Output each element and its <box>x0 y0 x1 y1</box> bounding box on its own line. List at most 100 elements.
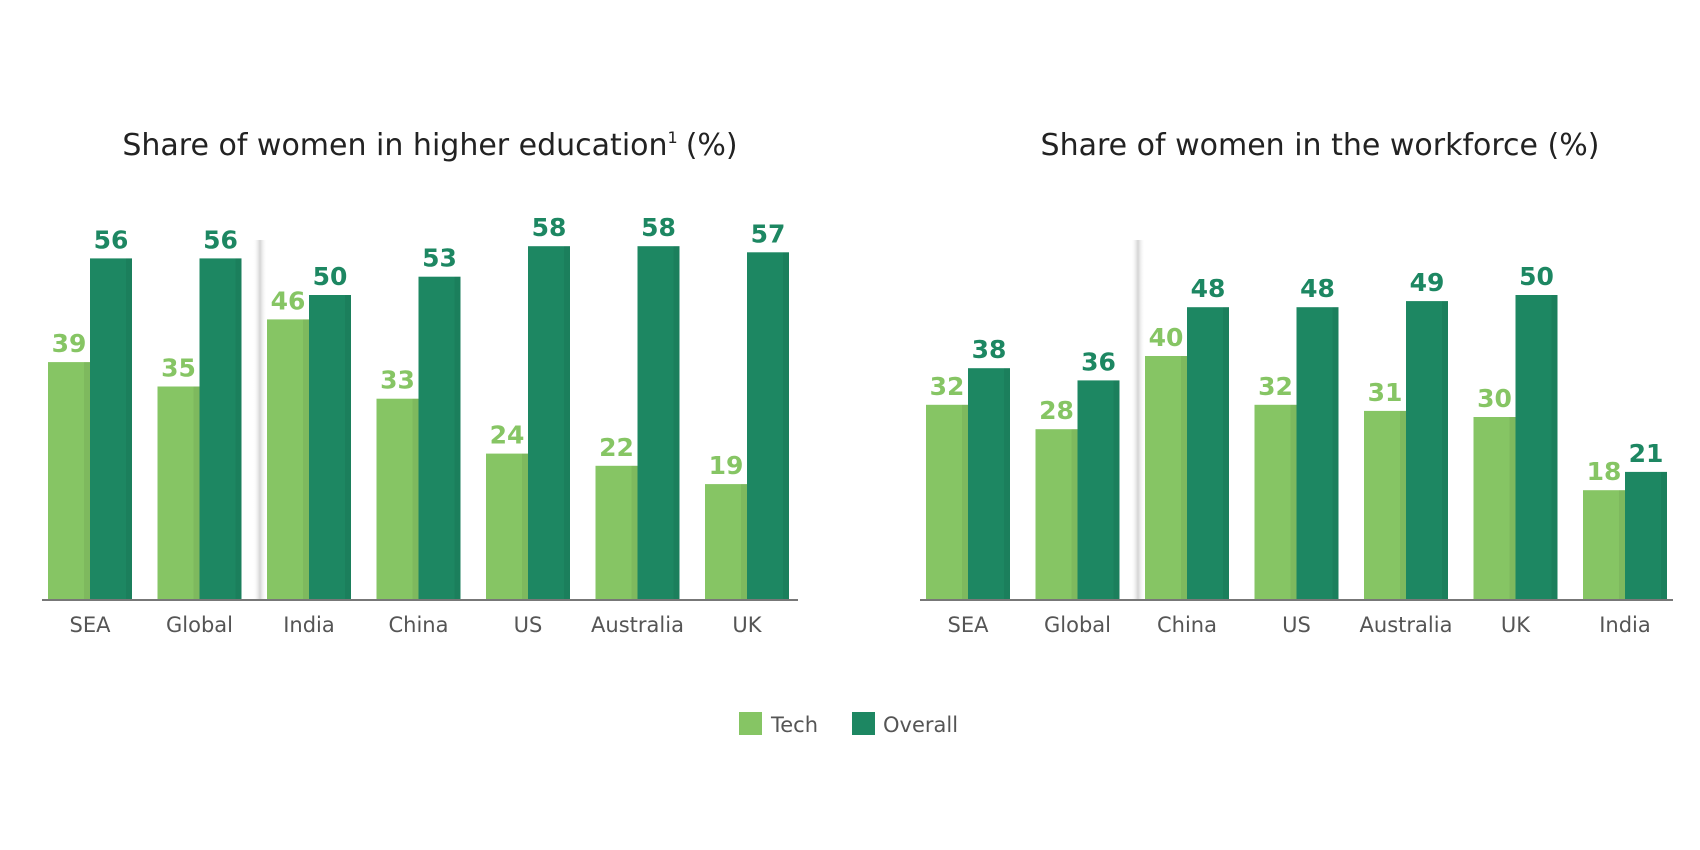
bar-overall-india <box>1625 471 1667 600</box>
bar-shade-tech-uk <box>741 484 747 600</box>
x-tick-label: SEA <box>948 613 990 637</box>
value-label-tech-global: 35 <box>161 354 196 383</box>
bar-shade-tech-global <box>1071 429 1078 600</box>
legend-swatch-overall <box>852 712 875 735</box>
x-tick-label: SEA <box>70 613 112 637</box>
x-tick-label: UK <box>732 613 762 637</box>
bar-shade-overall-uk <box>1551 295 1558 600</box>
value-label-tech-china: 33 <box>380 366 415 395</box>
plot-area-workforce: 3238SEA2836Global4048China3248US3149Aust… <box>920 240 1673 637</box>
value-label-tech-china: 40 <box>1149 323 1184 352</box>
bar-shade-overall-china <box>1223 307 1229 600</box>
value-label-overall-china: 48 <box>1191 274 1226 303</box>
bar-overall-china <box>1187 307 1229 600</box>
value-label-overall-us: 58 <box>532 213 567 242</box>
bar-shade-overall-us <box>564 246 570 600</box>
bar-shade-tech-us <box>1290 404 1297 600</box>
title-superscript: 1 <box>668 128 678 147</box>
bar-tech-australia <box>595 465 638 600</box>
x-tick-label: India <box>283 613 335 637</box>
group-separator <box>253 240 267 600</box>
bar-shade-overall-india <box>1661 471 1667 600</box>
x-tick-label: Global <box>166 613 233 637</box>
x-tick-label: Australia <box>1360 613 1453 637</box>
bar-tech-global <box>157 386 200 600</box>
bar-tech-china <box>376 398 419 600</box>
legend-label-overall: Overall <box>883 713 958 737</box>
bar-shade-tech-global <box>193 386 200 600</box>
bar-tech-global <box>1035 429 1078 600</box>
bar-shade-tech-australia <box>631 465 638 600</box>
value-label-tech-us: 24 <box>490 421 525 450</box>
bar-tech-india <box>267 319 309 600</box>
value-label-tech-australia: 31 <box>1368 378 1403 407</box>
bar-shade-overall-australia <box>673 246 680 600</box>
bar-tech-us <box>1254 404 1297 600</box>
legend-swatch-tech <box>739 712 762 735</box>
bar-tech-australia <box>1364 410 1406 600</box>
x-tick-label: US <box>1282 613 1311 637</box>
value-label-tech-us: 32 <box>1258 372 1293 401</box>
bar-shade-overall-china <box>454 276 461 600</box>
bar-overall-global <box>199 258 242 600</box>
value-label-overall-china: 53 <box>422 244 457 273</box>
bar-tech-uk <box>705 484 747 600</box>
value-label-overall-india: 50 <box>313 262 348 291</box>
value-label-tech-india: 46 <box>271 286 306 315</box>
bar-shade-overall-india <box>345 295 351 600</box>
bar-tech-us <box>486 453 528 600</box>
title-suffix: (%) <box>686 128 738 163</box>
value-label-tech-sea: 39 <box>52 329 87 358</box>
bar-tech-uk <box>1473 417 1516 600</box>
bar-shade-tech-sea <box>962 404 968 600</box>
value-label-overall-india: 21 <box>1629 439 1664 468</box>
bar-overall-australia <box>1406 301 1448 600</box>
bar-shade-tech-uk <box>1509 417 1516 600</box>
x-tick-label: Australia <box>591 613 684 637</box>
bar-shade-overall-sea <box>126 258 132 600</box>
legend: Tech Overall <box>739 712 958 737</box>
bar-overall-global <box>1077 380 1120 600</box>
bar-overall-australia <box>637 246 680 600</box>
x-tick-label: China <box>1157 613 1217 637</box>
value-label-overall-australia: 58 <box>641 213 676 242</box>
legend-item-overall: Overall <box>852 712 958 737</box>
bar-overall-us <box>1296 307 1339 600</box>
bar-shade-tech-australia <box>1400 410 1406 600</box>
chart-education: Share of women in higher education1 (%) 3… <box>42 128 798 637</box>
bar-overall-us <box>528 246 570 600</box>
bar-overall-sea <box>90 258 132 600</box>
value-label-overall-australia: 49 <box>1410 268 1445 297</box>
value-label-overall-uk: 50 <box>1519 262 1554 291</box>
group-separator <box>1131 240 1145 600</box>
bar-shade-overall-global <box>235 258 242 600</box>
value-label-overall-global: 36 <box>1081 347 1116 376</box>
value-label-tech-australia: 22 <box>599 433 634 462</box>
value-label-overall-sea: 38 <box>972 335 1007 364</box>
chart-title-workforce: Share of women in the workforce (%) <box>1041 128 1600 163</box>
value-label-tech-india: 18 <box>1587 457 1622 486</box>
bar-tech-sea <box>926 404 968 600</box>
value-label-tech-uk: 19 <box>709 451 744 480</box>
value-label-overall-global: 56 <box>203 225 238 254</box>
legend-label-tech: Tech <box>770 713 818 737</box>
bar-overall-china <box>418 276 461 600</box>
bar-overall-sea <box>968 368 1010 600</box>
bar-shade-overall-sea <box>1004 368 1010 600</box>
bar-overall-uk <box>747 252 789 601</box>
x-tick-label: China <box>389 613 449 637</box>
x-tick-label: UK <box>1501 613 1531 637</box>
bar-overall-uk <box>1515 295 1558 600</box>
bar-shade-overall-global <box>1113 380 1120 600</box>
bar-shade-tech-us <box>522 453 528 600</box>
bar-tech-china <box>1145 356 1187 600</box>
bar-shade-overall-uk <box>783 252 789 601</box>
bar-shade-tech-china <box>412 398 419 600</box>
chart-workforce: Share of women in the workforce (%) 3238… <box>920 128 1673 637</box>
bar-shade-tech-india <box>303 319 309 600</box>
value-label-tech-sea: 32 <box>930 372 965 401</box>
x-tick-label: US <box>514 613 543 637</box>
value-label-overall-uk: 57 <box>751 219 786 248</box>
